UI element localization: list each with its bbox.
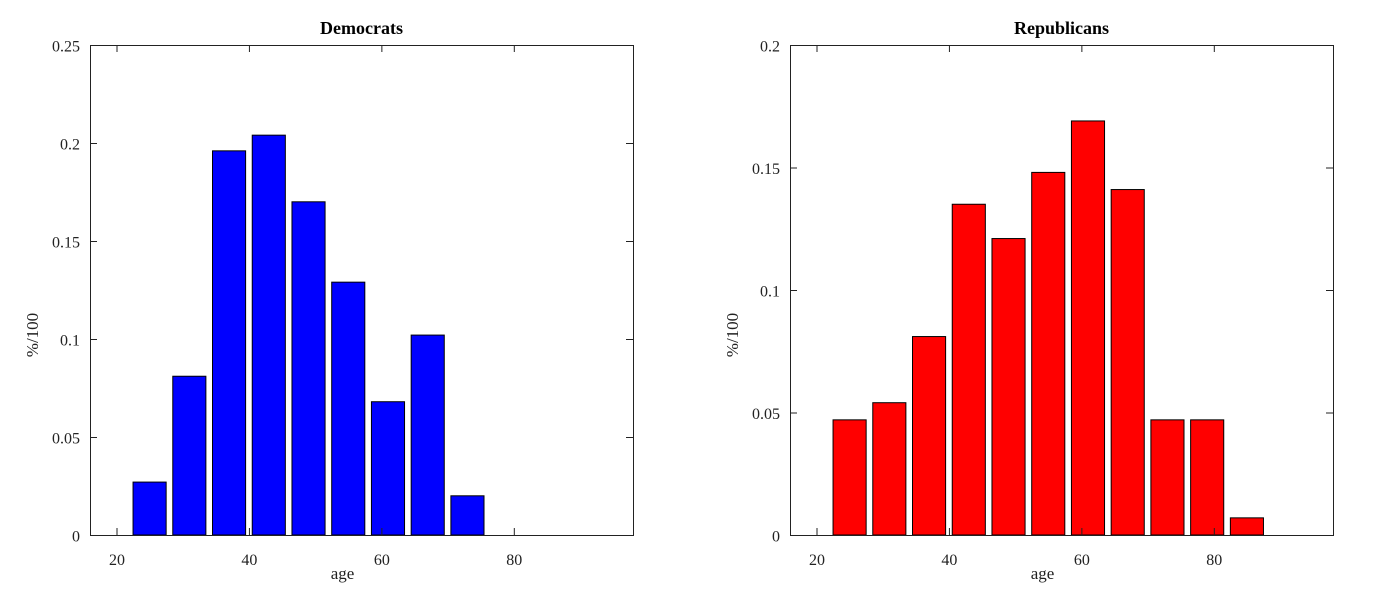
democrats-y-tick-label: 0.05: [52, 431, 80, 448]
democrats-x-tick-label: 40: [241, 552, 257, 569]
republicans-bar: [1110, 189, 1145, 536]
democrats-y-tick-label: 0.1: [60, 333, 80, 350]
republicans-y-tick-label: 0.2: [760, 39, 780, 56]
democrats-x-tick-label: 80: [506, 552, 522, 569]
republicans-y-tick-label: 0.1: [760, 284, 780, 301]
democrats-y-tick-label: 0.25: [52, 39, 80, 56]
democrats-x-axis-label: age: [331, 564, 355, 583]
democrats-bar: [331, 281, 366, 536]
republicans-bar: [1150, 419, 1185, 536]
democrats-x-tick-label: 20: [109, 552, 125, 569]
democrats-y-tick-label: 0.2: [60, 137, 80, 154]
republicans-x-axis-label: age: [1031, 564, 1055, 583]
democrats-bar: [212, 150, 247, 536]
republicans-bar: [1190, 419, 1225, 536]
republicans-y-tick-label: 0.15: [752, 161, 780, 178]
republicans-bar: [951, 203, 986, 536]
democrats-bar: [132, 481, 167, 536]
democrats-bar: [251, 134, 286, 536]
republicans-bar: [912, 336, 947, 536]
republicans-panel: 20 40 60 80 0 0.05 0.1 0.15 0.2 Republicans age %/1…: [723, 18, 1334, 583]
democrats-bar: [410, 334, 445, 536]
democrats-bar: [450, 495, 485, 536]
democrats-y-tick-label: 0.15: [52, 235, 80, 252]
democrats-bar: [291, 201, 326, 536]
democrats-axes-frame: [90, 45, 634, 536]
democrats-y-axis-label: %/100: [23, 313, 42, 357]
democrats-bar: [172, 375, 207, 536]
republicans-bar: [991, 238, 1026, 536]
democrats-x-tick-label: 60: [374, 552, 390, 569]
republicans-y-axis-label: %/100: [723, 313, 742, 357]
democrats-bar: [370, 401, 406, 536]
republicans-bar: [1031, 171, 1066, 536]
republicans-y-tick-label: 0.05: [752, 406, 780, 423]
republicans-x-tick-label: 20: [809, 552, 825, 569]
republicans-x-tick-label: 80: [1206, 552, 1222, 569]
republicans-chart-title: Republicans: [1014, 18, 1109, 38]
democrats-y-tick-label: 0: [72, 529, 80, 546]
democrats-chart-title: Democrats: [320, 18, 403, 38]
republicans-bar: [1070, 120, 1106, 536]
republicans-x-tick-label: 60: [1074, 552, 1090, 569]
democrats-panel: 20 40 60 80 0 0.05 0.1 0.15 0.2 0.25 Democrats age%…: [23, 18, 634, 583]
republicans-bar: [872, 402, 907, 536]
republicans-x-tick-label: 40: [941, 552, 957, 569]
republicans-bar: [832, 419, 867, 536]
republicans-bar: [1229, 517, 1264, 536]
republicans-y-tick-label: 0: [772, 529, 780, 546]
